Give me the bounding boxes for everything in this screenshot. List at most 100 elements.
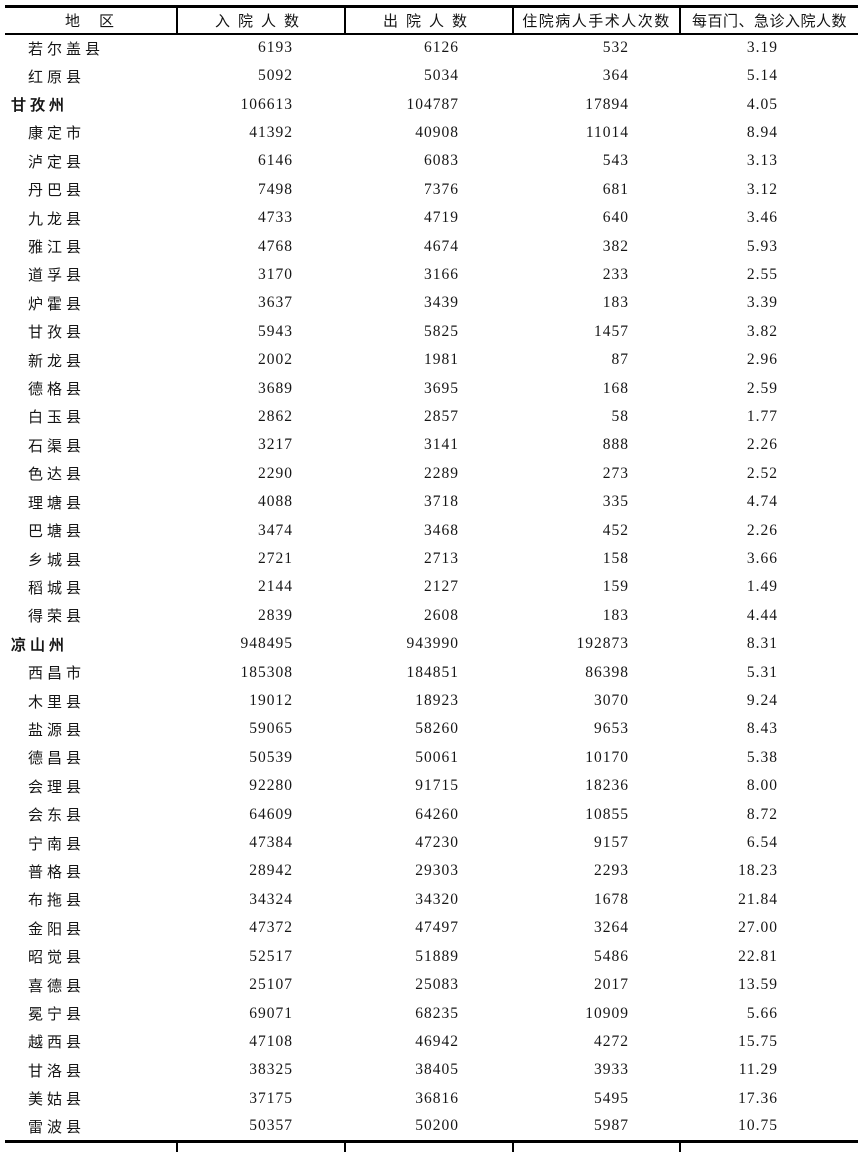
surgeries-cell: 3933 bbox=[594, 1061, 629, 1079]
region-cell: 稻城县 bbox=[28, 580, 86, 597]
table-row: 西昌市 185308 184851 86398 5.31 bbox=[5, 658, 858, 686]
per100-cell: 3.46 bbox=[746, 209, 778, 227]
surgeries-cell: 10855 bbox=[585, 805, 629, 823]
surgeries-cell: 1457 bbox=[594, 322, 629, 340]
admissions-cell: 4088 bbox=[258, 493, 293, 511]
per100-cell: 17.36 bbox=[738, 1089, 778, 1107]
discharges-cell: 3166 bbox=[424, 265, 459, 283]
per100-cell: 8.72 bbox=[746, 805, 778, 823]
table-row: 巴塘县 3474 3468 452 2.26 bbox=[5, 516, 858, 544]
admissions-cell: 64609 bbox=[249, 805, 293, 823]
discharges-cell: 2713 bbox=[424, 550, 459, 568]
discharges-cell: 5825 bbox=[424, 322, 459, 340]
discharges-cell: 7376 bbox=[424, 180, 459, 198]
region-cell: 雷波县 bbox=[28, 1119, 86, 1136]
per100-cell: 2.52 bbox=[746, 464, 778, 482]
surgeries-cell: 183 bbox=[602, 294, 629, 312]
surgeries-cell: 5495 bbox=[594, 1089, 629, 1107]
discharges-cell: 5034 bbox=[424, 67, 459, 85]
discharges-cell: 2857 bbox=[424, 407, 459, 425]
column-header-surgeries: 住院病人手术人次数 bbox=[512, 6, 680, 35]
discharges-cell: 6083 bbox=[424, 152, 459, 170]
discharges-cell: 184851 bbox=[406, 663, 459, 681]
table-row: 甘孜县 5943 5825 1457 3.82 bbox=[5, 318, 858, 346]
table-row: 美姑县 37175 36816 5495 17.36 bbox=[5, 1085, 858, 1113]
region-cell: 泸定县 bbox=[28, 154, 86, 171]
per100-cell: 5.38 bbox=[746, 748, 778, 766]
per100-cell: 2.26 bbox=[746, 436, 778, 454]
surgeries-cell: 5987 bbox=[594, 1117, 629, 1135]
region-cell: 得荣县 bbox=[28, 609, 86, 626]
per100-cell: 21.84 bbox=[738, 890, 778, 908]
admissions-cell: 38325 bbox=[249, 1061, 293, 1079]
region-cell: 德昌县 bbox=[28, 751, 86, 768]
surgeries-cell: 192873 bbox=[576, 635, 629, 653]
region-cell: 康定市 bbox=[28, 126, 86, 143]
per100-cell: 2.26 bbox=[746, 521, 778, 539]
region-cell: 炉霍县 bbox=[28, 296, 86, 313]
region-cell: 道孚县 bbox=[28, 268, 86, 285]
admissions-cell: 47384 bbox=[249, 834, 293, 852]
admissions-cell: 5943 bbox=[258, 322, 293, 340]
per100-cell: 3.13 bbox=[746, 152, 778, 170]
table-row: 新龙县 2002 1981 87 2.96 bbox=[5, 346, 858, 374]
admissions-cell: 59065 bbox=[249, 720, 293, 738]
region-cell: 甘洛县 bbox=[28, 1063, 86, 1080]
admissions-cell: 41392 bbox=[249, 123, 293, 141]
region-cell: 新龙县 bbox=[28, 353, 86, 370]
discharges-cell: 18923 bbox=[415, 692, 459, 710]
admissions-cell: 92280 bbox=[249, 777, 293, 795]
region-cell: 乡城县 bbox=[28, 552, 86, 569]
per100-cell: 8.43 bbox=[746, 720, 778, 738]
table-row: 会东县 64609 64260 10855 8.72 bbox=[5, 800, 858, 828]
region-cell: 色达县 bbox=[28, 467, 86, 484]
admissions-cell: 106613 bbox=[240, 95, 293, 113]
column-header-admissions: 入院人数 bbox=[176, 6, 345, 35]
surgeries-cell: 452 bbox=[602, 521, 629, 539]
discharges-cell: 64260 bbox=[415, 805, 459, 823]
surgeries-cell: 10909 bbox=[585, 1004, 629, 1022]
discharges-cell: 3695 bbox=[424, 379, 459, 397]
surgeries-cell: 2017 bbox=[594, 976, 629, 994]
admissions-cell: 2862 bbox=[258, 407, 293, 425]
region-cell: 红原县 bbox=[28, 69, 86, 86]
discharges-cell: 58260 bbox=[415, 720, 459, 738]
admissions-cell: 47108 bbox=[249, 1032, 293, 1050]
table-row: 德昌县 50539 50061 10170 5.38 bbox=[5, 744, 858, 772]
admissions-cell: 69071 bbox=[249, 1004, 293, 1022]
per100-cell: 1.77 bbox=[746, 407, 778, 425]
table-row: 布拖县 34324 34320 1678 21.84 bbox=[5, 886, 858, 914]
surgeries-cell: 183 bbox=[602, 606, 629, 624]
region-cell: 丹巴县 bbox=[28, 183, 86, 200]
region-cell: 雅江县 bbox=[28, 240, 86, 257]
discharges-cell: 34320 bbox=[415, 890, 459, 908]
table-row: 雷波县 50357 50200 5987 10.75 bbox=[5, 1113, 858, 1141]
table-row: 色达县 2290 2289 273 2.52 bbox=[5, 460, 858, 488]
surgeries-cell: 3264 bbox=[594, 919, 629, 937]
discharges-cell: 38405 bbox=[415, 1061, 459, 1079]
admissions-cell: 2144 bbox=[258, 578, 293, 596]
region-cell: 越西县 bbox=[28, 1035, 86, 1052]
admissions-cell: 185308 bbox=[240, 663, 293, 681]
column-rule-stub bbox=[344, 1141, 346, 1152]
region-cell: 昭觉县 bbox=[28, 950, 86, 967]
per100-cell: 9.24 bbox=[746, 692, 778, 710]
per100-cell: 2.59 bbox=[746, 379, 778, 397]
table-row: 石渠县 3217 3141 888 2.26 bbox=[5, 431, 858, 459]
per100-cell: 4.05 bbox=[746, 95, 778, 113]
table-row: 甘洛县 38325 38405 3933 11.29 bbox=[5, 1056, 858, 1084]
surgeries-cell: 2293 bbox=[594, 862, 629, 880]
admissions-cell: 3689 bbox=[258, 379, 293, 397]
surgeries-cell: 364 bbox=[602, 67, 629, 85]
discharges-cell: 36816 bbox=[415, 1089, 459, 1107]
table-row: 昭觉县 52517 51889 5486 22.81 bbox=[5, 943, 858, 971]
column-rule-stub bbox=[512, 1141, 514, 1152]
table-row: 冕宁县 69071 68235 10909 5.66 bbox=[5, 999, 858, 1027]
per100-cell: 10.75 bbox=[738, 1117, 778, 1135]
admissions-cell: 3474 bbox=[258, 521, 293, 539]
surgeries-cell: 543 bbox=[602, 152, 629, 170]
column-rule-stub bbox=[176, 1141, 178, 1152]
discharges-cell: 3141 bbox=[424, 436, 459, 454]
region-cell: 甘孜州 bbox=[11, 98, 69, 115]
discharges-cell: 4719 bbox=[424, 209, 459, 227]
